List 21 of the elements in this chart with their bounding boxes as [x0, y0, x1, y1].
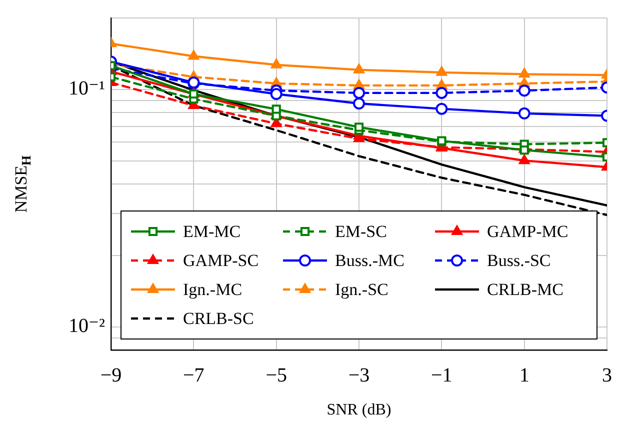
legend-label: Buss.-MC — [335, 250, 404, 270]
legend-label: GAMP-MC — [487, 222, 568, 241]
legend-label: Ign.-MC — [183, 280, 242, 299]
x-axis-title: SNR (dB) — [326, 402, 392, 419]
x-tick-label: −5 — [266, 364, 287, 386]
x-tick-label: 1 — [519, 364, 530, 386]
x-tick-label: −7 — [183, 364, 204, 386]
x-tick-label: −9 — [100, 364, 122, 386]
legend-label: Buss.-SC — [487, 250, 551, 270]
legend-label: CRLB-MC — [487, 280, 564, 299]
x-tick-label: −3 — [348, 364, 370, 386]
legend-label: EM-MC — [183, 222, 241, 241]
x-tick-label: −1 — [431, 364, 452, 386]
x-tick-label: 3 — [602, 364, 612, 386]
legend-label: GAMP-SC — [183, 250, 259, 270]
legend-label: CRLB-SC — [183, 308, 254, 328]
legend-label: EM-SC — [335, 222, 387, 241]
y-tick-label: 10⁻² — [68, 315, 105, 338]
y-tick-label: 10⁻¹ — [68, 78, 105, 100]
legend-label: Ign.-SC — [335, 280, 388, 299]
y-axis-title: NMSEH — [11, 155, 34, 213]
